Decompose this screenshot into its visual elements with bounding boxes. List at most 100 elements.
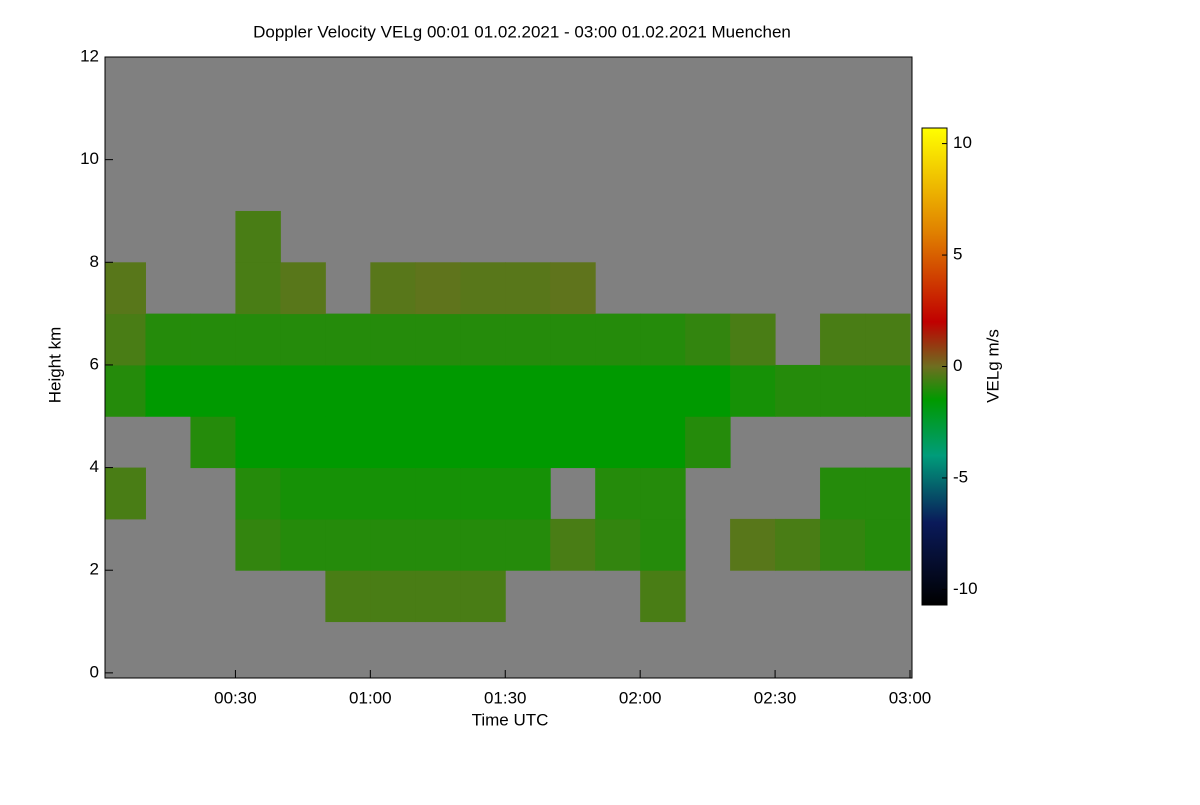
- y-tick-label: 0: [90, 662, 99, 681]
- x-tick-label: 01:30: [484, 688, 527, 707]
- heatmap-cell: [865, 467, 911, 520]
- colorbar-tick-label: 0: [953, 356, 962, 375]
- heatmap-cell: [820, 518, 866, 571]
- heatmap-cell: [550, 416, 596, 469]
- heatmap-cell: [460, 518, 506, 571]
- heatmap-cell: [370, 467, 416, 520]
- y-tick-label: 10: [80, 149, 99, 168]
- colorbar-tick-label: -10: [953, 579, 978, 598]
- heatmap-cell: [280, 416, 326, 469]
- heatmap-cell: [235, 467, 281, 520]
- heatmap-cell: [640, 467, 686, 520]
- heatmap-cell: [370, 416, 416, 469]
- y-axis-label: Height km: [45, 327, 64, 404]
- heatmap-cell: [640, 570, 686, 623]
- heatmap-cell: [820, 364, 866, 417]
- heatmap-cell: [505, 262, 551, 315]
- heatmap-cell: [415, 313, 461, 366]
- heatmap-cell: [685, 364, 731, 417]
- x-tick-label: 02:30: [754, 688, 797, 707]
- heatmap-cell: [460, 364, 506, 417]
- heatmap-cell: [235, 313, 281, 366]
- heatmap-cell: [145, 313, 191, 366]
- heatmap-cell: [505, 364, 551, 417]
- heatmap-cell: [105, 364, 146, 417]
- y-tick-label: 12: [80, 46, 99, 65]
- heatmap-cell: [460, 313, 506, 366]
- plot-frame: [104, 56, 913, 679]
- heatmap-cell: [190, 416, 236, 469]
- heatmap-cell: [415, 416, 461, 469]
- y-tick-label: 6: [90, 354, 99, 373]
- heatmap-cell: [415, 262, 461, 315]
- heatmap-cell: [595, 416, 641, 469]
- y-tick-label: 2: [90, 560, 99, 579]
- y-tick-label: 8: [90, 252, 99, 271]
- heatmap-cell: [235, 210, 281, 263]
- heatmap-cell: [640, 313, 686, 366]
- heatmap-cell: [105, 313, 146, 366]
- heatmap-cell: [370, 570, 416, 623]
- heatmap-cell: [280, 262, 326, 315]
- heatmap-cell: [550, 518, 596, 571]
- heatmap-cell: [325, 416, 371, 469]
- x-tick-label: 00:30: [214, 688, 257, 707]
- heatmap-cell: [550, 313, 596, 366]
- heatmap-cell: [730, 313, 776, 366]
- colorbar-tick-label: 5: [953, 245, 962, 264]
- heatmap-cell: [820, 467, 866, 520]
- heatmap-cell: [105, 467, 146, 520]
- heatmap-cell: [280, 518, 326, 571]
- heatmap-cell: [415, 518, 461, 571]
- heatmap-cell: [235, 364, 281, 417]
- heatmap-cell: [415, 570, 461, 623]
- heatmap-cell: [505, 313, 551, 366]
- heatmap-cell: [820, 313, 866, 366]
- x-axis-label: Time UTC: [472, 710, 549, 729]
- heatmap-cell: [325, 467, 371, 520]
- heatmap-cell: [460, 416, 506, 469]
- heatmap-cell: [595, 518, 641, 571]
- chart-title: Doppler Velocity VELg 00:01 01.02.2021 -…: [253, 22, 791, 41]
- heatmap-cell: [505, 416, 551, 469]
- heatmap-cell: [685, 313, 731, 366]
- heatmap-cell: [775, 518, 821, 571]
- heatmap-cell: [190, 364, 236, 417]
- heatmap-cell: [505, 518, 551, 571]
- heatmap-cell: [325, 518, 371, 571]
- heatmap-cell: [415, 467, 461, 520]
- heatmap-cell: [105, 262, 146, 315]
- heatmap-cell: [730, 364, 776, 417]
- heatmap-cell: [775, 364, 821, 417]
- heatmap-cell: [640, 416, 686, 469]
- heatmap-cell: [235, 416, 281, 469]
- heatmap-cell: [505, 467, 551, 520]
- heatmap-cell: [595, 313, 641, 366]
- heatmap-cell: [370, 364, 416, 417]
- heatmap-cell: [235, 262, 281, 315]
- heatmap-cell: [280, 467, 326, 520]
- x-tick-label: 01:00: [349, 688, 392, 707]
- heatmap-cell: [865, 364, 911, 417]
- colorbar-tick-label: -5: [953, 467, 968, 486]
- heatmap-cell: [370, 313, 416, 366]
- heatmap-cell: [685, 416, 731, 469]
- heatmap-cell: [550, 364, 596, 417]
- heatmap-cell: [865, 518, 911, 571]
- heatmap-cell: [325, 364, 371, 417]
- heatmap-cell: [370, 518, 416, 571]
- heatmap-cell: [640, 518, 686, 571]
- heatmap-cell: [280, 364, 326, 417]
- x-tick-label: 03:00: [889, 688, 932, 707]
- heatmap-cell: [460, 570, 506, 623]
- heatmap-cell: [595, 467, 641, 520]
- heatmap-cell: [235, 518, 281, 571]
- heatmap-cell: [640, 364, 686, 417]
- y-tick-label: 4: [90, 457, 99, 476]
- x-tick-label: 02:00: [619, 688, 662, 707]
- colorbar-tick-label: 10: [953, 133, 972, 152]
- heatmap-cell: [460, 467, 506, 520]
- heatmap-cell: [325, 313, 371, 366]
- heatmap-cell: [460, 262, 506, 315]
